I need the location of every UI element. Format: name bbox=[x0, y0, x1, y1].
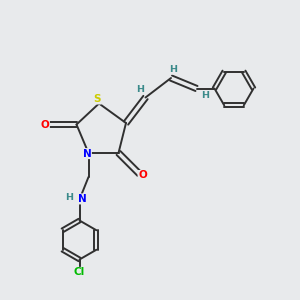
Text: H: H bbox=[136, 85, 144, 94]
Text: H: H bbox=[65, 194, 73, 202]
Text: N: N bbox=[82, 148, 91, 159]
Text: N: N bbox=[78, 194, 87, 204]
Text: H: H bbox=[202, 91, 209, 100]
Text: S: S bbox=[94, 94, 101, 104]
Text: O: O bbox=[138, 170, 147, 181]
Text: H: H bbox=[169, 65, 177, 74]
Text: O: O bbox=[40, 119, 50, 130]
Text: Cl: Cl bbox=[74, 267, 85, 278]
